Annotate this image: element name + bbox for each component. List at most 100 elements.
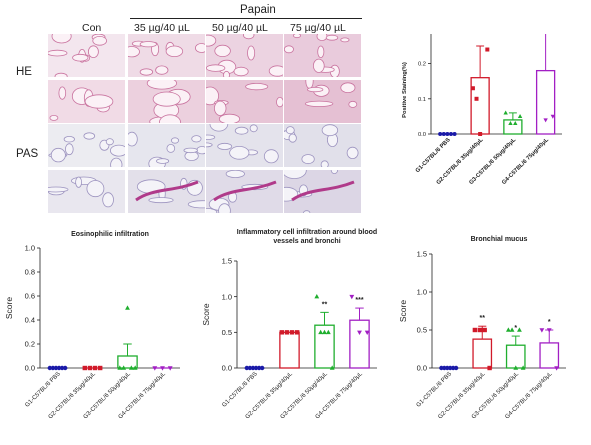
bronchial-mucus-significance-g4-c57bl-6-75-g-40-l: * — [548, 319, 551, 326]
eosinophilic-ytick-label-3: 0.6 — [25, 292, 35, 301]
col-header-con: Con — [82, 22, 102, 34]
inflammatory-point-g4-c57bl-6-75-g-40-l-1 — [357, 330, 362, 335]
positive-staining-point-g1-c57bl-6-pbs-4 — [452, 132, 457, 136]
positive-staining-bar-g4-c57bl-6-75-g-40-l — [535, 69, 556, 135]
inflammatory-point-g1-c57bl-6-pbs-3 — [253, 365, 259, 371]
eosinophilic-point-g2-c57bl-6-35-g-40-l-3 — [98, 365, 103, 371]
inflammatory-point-g4-c57bl-6-75-g-40-l-2 — [364, 330, 370, 335]
histo-image-pas-low-35 — [128, 124, 205, 167]
positive-staining-ytick-label-1: 0.1 — [418, 97, 426, 103]
histo-image-pas-low-75 — [284, 124, 361, 167]
bronchial-mucus-point-g4-c57bl-6-75-g-40-l-2 — [554, 366, 560, 371]
papain-bracket-line — [130, 18, 362, 19]
eosinophilic-ytick-label-4: 0.8 — [25, 268, 35, 277]
bronchial-mucus-ytick-label-3: 1.5 — [417, 250, 427, 259]
positive-staining-ytick-label-0: 0.0 — [418, 132, 426, 138]
eosinophilic-point-g3-c57bl-6-50-g-40-l-0 — [117, 365, 123, 370]
bronchial-mucus-point-g1-c57bl-6-pbs-5 — [453, 365, 459, 371]
col-header-35: 35 µg/40 µL — [134, 22, 190, 34]
positive-staining-category-label-g1-c57bl-6-pbs: G1-C57BL/6 PBS — [415, 137, 452, 174]
positive-staining-bar-g3-c57bl-6-50-g-40-l — [503, 119, 523, 135]
inflammatory-ytick-label-3: 1.5 — [222, 257, 232, 266]
histo-image-pas-low-50 — [206, 124, 283, 167]
eosinophilic-title-line-0: Eosinophilic infiltration — [71, 231, 149, 238]
eosinophilic-point-g3-c57bl-6-50-g-40-l-4 — [132, 365, 138, 370]
bronchial-mucus-bar-g2-c57bl-6-35-g-40-l — [472, 338, 493, 369]
bronchial-mucus-chart: Bronchial mucus 0.0 0.5 1.0 1.5 Score G1-C57BL… — [398, 236, 566, 420]
positive-staining-point-g2-c57bl-6-35-g-40-l-4 — [485, 47, 490, 52]
positive-staining-chart: 0.00.10.20.3Positive Staining(%)G1-C57BL… — [402, 34, 562, 186]
eosinophilic-point-g3-c57bl-6-50-g-40-l-2 — [125, 305, 130, 310]
eosinophilic-point-g2-c57bl-6-35-g-40-l-1 — [87, 365, 93, 371]
inflammatory-point-g3-c57bl-6-50-g-40-l-4 — [329, 365, 335, 370]
bronchial-mucus-point-g3-c57bl-6-50-g-40-l-4 — [520, 365, 526, 370]
inflammatory-point-g1-c57bl-6-pbs-0 — [244, 365, 249, 371]
histo-image-he-low-50 — [206, 34, 283, 77]
positive-staining-point-g3-c57bl-6-50-g-40-l-2 — [513, 121, 518, 126]
inflammatory-bar-g4-c57bl-6-75-g-40-l — [349, 319, 370, 369]
histo-image-he-low-35 — [128, 34, 205, 77]
inflammatory-point-g2-c57bl-6-35-g-40-l-1 — [284, 330, 290, 335]
eosinophilic-ylabel: Score — [4, 297, 14, 319]
inflammatory-ytick-label-0: 0.0 — [222, 364, 232, 373]
histo-image-pas-high-35 — [128, 170, 205, 213]
bronchial-mucus-point-g3-c57bl-6-50-g-40-l-0 — [505, 327, 511, 332]
inflammatory-point-g1-c57bl-6-pbs-1 — [247, 365, 253, 371]
inflammatory-point-g1-c57bl-6-pbs-2 — [250, 365, 256, 371]
inflammatory-point-g2-c57bl-6-35-g-40-l-2 — [289, 330, 295, 335]
inflammatory-ytick-label-1: 0.5 — [222, 328, 232, 337]
eosinophilic-point-g1-c57bl-6-pbs-5 — [62, 365, 68, 371]
col-header-50: 50 µg/40 µL — [212, 22, 268, 34]
bronchial-mucus-bar-g4-c57bl-6-75-g-40-l — [539, 342, 560, 369]
eosinophilic-category-label-g1-c57bl-6-pbs: G1-C57BL/6 PBS — [24, 371, 61, 408]
eosinophilic-point-g1-c57bl-6-pbs-2 — [53, 365, 59, 371]
positive-staining-point-g4-c57bl-6-75-g-40-l-1 — [543, 118, 548, 123]
eosinophilic-point-g4-c57bl-6-75-g-40-l-0 — [152, 366, 158, 371]
eosinophilic-point-g1-c57bl-6-pbs-3 — [56, 365, 62, 371]
bronchial-mucus-ylabel: Score — [398, 300, 408, 322]
positive-staining-point-g3-c57bl-6-50-g-40-l-3 — [517, 114, 523, 118]
inflammatory-point-g3-c57bl-6-50-g-40-l-3 — [325, 329, 331, 335]
positive-staining-point-g1-c57bl-6-pbs-3 — [448, 132, 453, 136]
positive-staining-ylabel: Positive Staining(%) — [402, 62, 408, 118]
bronchial-mucus-point-g3-c57bl-6-50-g-40-l-2 — [513, 365, 519, 370]
inflammatory-infiltration-chart: Inflammatory cell infiltration around bl… — [201, 229, 377, 420]
inflammatory-significance-g3-c57bl-6-50-g-40-l: ** — [322, 301, 328, 308]
inflammatory-point-g1-c57bl-6-pbs-5 — [260, 365, 265, 371]
inflammatory-point-g2-c57bl-6-35-g-40-l-3 — [295, 330, 300, 335]
eosinophilic-point-g4-c57bl-6-75-g-40-l-2 — [167, 366, 173, 371]
positive-staining-point-g1-c57bl-6-pbs-0 — [438, 132, 443, 136]
inflammatory-point-g3-c57bl-6-50-g-40-l-0 — [314, 294, 320, 299]
inflammatory-point-g3-c57bl-6-50-g-40-l-1 — [318, 329, 324, 335]
inflammatory-ylabel: Score — [201, 303, 211, 325]
eosinophilic-point-g1-c57bl-6-pbs-0 — [47, 365, 52, 371]
row-label-pas: PAS — [16, 148, 39, 160]
histo-image-he-low-con — [48, 34, 125, 77]
positive-staining-point-g2-c57bl-6-35-g-40-l-2 — [478, 132, 483, 136]
inflammatory-category-label-g1-c57bl-6-pbs: G1-C57BL/6 PBS — [221, 371, 258, 408]
eosinophilic-point-g4-c57bl-6-75-g-40-l-1 — [160, 366, 165, 371]
histo-image-he-high-75 — [284, 80, 361, 123]
eosinophilic-ytick-label-5: 1.0 — [25, 244, 35, 253]
inflammatory-ytick-label-2: 1.0 — [222, 292, 232, 301]
eosinophilic-point-g3-c57bl-6-50-g-40-l-3 — [128, 365, 134, 370]
eosinophilic-ytick-label-0: 0.0 — [25, 364, 35, 373]
positive-staining-point-g2-c57bl-6-35-g-40-l-1 — [474, 96, 479, 101]
eosinophilic-point-g3-c57bl-6-50-g-40-l-1 — [121, 365, 127, 370]
row-label-he: HE — [16, 66, 32, 78]
positive-staining-point-g1-c57bl-6-pbs-2 — [445, 132, 450, 136]
positive-staining-point-g3-c57bl-6-50-g-40-l-1 — [508, 121, 513, 126]
positive-staining-point-g3-c57bl-6-50-g-40-l-0 — [503, 110, 508, 115]
inflammatory-title-line-1: vessels and bronchi — [273, 238, 340, 245]
bronchial-mucus-ytick-label-1: 0.5 — [417, 326, 427, 335]
histo-image-pas-high-con — [48, 170, 125, 213]
bronchial-mucus-point-g4-c57bl-6-75-g-40-l-0 — [539, 328, 545, 333]
histo-image-he-low-75 — [284, 34, 361, 77]
bronchial-mucus-point-g2-c57bl-6-35-g-40-l-2 — [482, 327, 487, 333]
histo-image-he-high-35 — [128, 80, 205, 123]
positive-staining-point-g2-c57bl-6-35-g-40-l-0 — [470, 86, 475, 91]
bronchial-mucus-point-g3-c57bl-6-50-g-40-l-1 — [509, 327, 515, 332]
bronchial-mucus-point-g2-c57bl-6-35-g-40-l-0 — [472, 327, 478, 333]
eosinophilic-infiltration-chart: Eosinophilic infiltration 0.0 0.2 0.4 0.6 0.8… — [4, 231, 180, 420]
bronchial-mucus-significance-g3-c57bl-6-50-g-40-l: * — [514, 325, 517, 332]
